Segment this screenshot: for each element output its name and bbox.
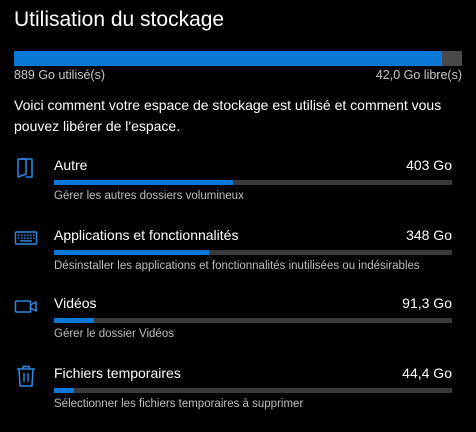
category-usage-bar [54,250,452,255]
category-size: 348 Go [406,227,452,243]
category-usage-bar [54,388,452,393]
category-subtitle: Gérer le dossier Vidéos [54,328,174,340]
category-usage-bar [54,318,452,323]
free-space-label: 42,0 Go libre(s) [375,68,462,82]
page-title: Utilisation du stockage [14,8,225,31]
category-name: Fichiers temporaires [54,365,181,381]
category-usage-bar-fill [54,318,94,323]
trash-icon [14,364,38,388]
category-apps[interactable]: Applications et fonctionnalités 348 Go D… [0,226,476,286]
category-videos[interactable]: Vidéos 91,3 Go Gérer le dossier Vidéos [0,294,476,354]
storage-usage-bar [14,51,462,66]
category-usage-bar-fill [54,180,234,185]
folder-icon [14,156,38,180]
category-other[interactable]: Autre 403 Go Gérer les autres dossiers v… [0,156,476,216]
category-size: 403 Go [406,157,452,173]
storage-usage-bar-fill [14,51,442,66]
category-subtitle: Gérer les autres dossiers volumineux [54,190,244,202]
storage-description: Voici comment votre espace de stockage e… [14,97,442,134]
category-size: 44,4 Go [402,365,452,381]
keyboard-icon [14,226,38,250]
category-subtitle: Sélectionner les fichiers temporaires à … [54,398,304,410]
category-subtitle: Désinstaller les applications et fonctio… [54,260,420,272]
category-usage-bar-fill [54,388,74,393]
category-usage-bar [54,180,452,185]
category-usage-bar-fill [54,250,210,255]
category-size: 91,3 Go [402,295,452,311]
category-name: Vidéos [54,295,97,311]
category-name: Applications et fonctionnalités [54,227,239,243]
used-space-label: 889 Go utilisé(s) [14,68,106,82]
category-name: Autre [54,157,88,173]
category-temporary-files[interactable]: Fichiers temporaires 44,4 Go Sélectionne… [0,364,476,424]
video-icon [14,294,38,318]
